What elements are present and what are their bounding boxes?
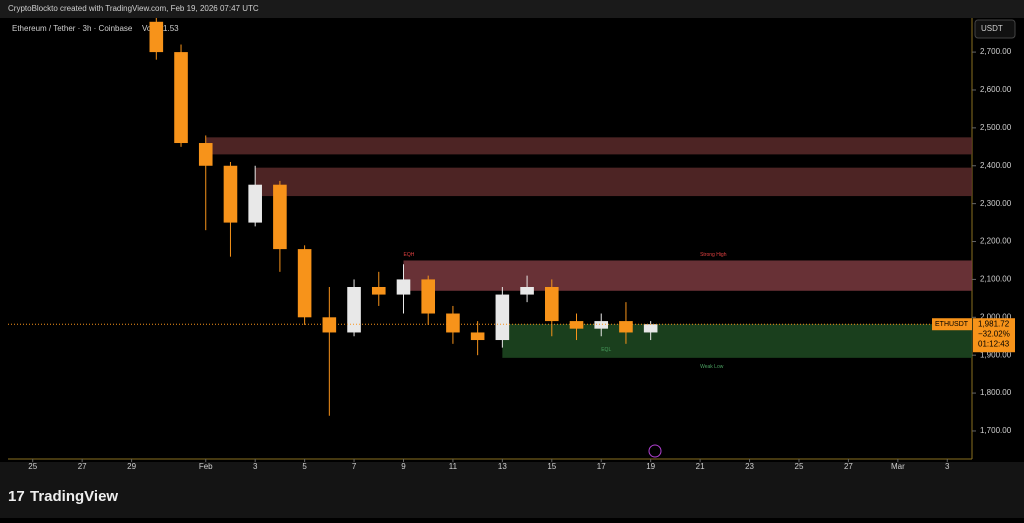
x-tick-label: 13 <box>498 462 507 471</box>
candle-body <box>198 143 213 166</box>
candle-body <box>396 279 411 295</box>
y-tick-label: 2,700.00 <box>980 47 1012 56</box>
footer-bar <box>0 462 1024 518</box>
candle-body <box>643 324 658 333</box>
x-tick-label: Mar <box>891 462 905 471</box>
x-tick-label: 27 <box>78 462 87 471</box>
candle-body <box>520 286 534 295</box>
footer-logo: TradingView <box>30 488 118 505</box>
x-tick-label: 15 <box>547 462 556 471</box>
footer-icon: 17 <box>8 488 25 505</box>
currency: USDT <box>981 24 1003 33</box>
y-tick-label: 1,700.00 <box>980 426 1012 435</box>
countdown: 01:12:43 <box>978 339 1010 348</box>
candle-body <box>544 286 559 322</box>
candle-body <box>470 332 485 341</box>
candle-body <box>149 21 164 53</box>
candle-body <box>371 286 386 295</box>
x-tick-label: 3 <box>253 462 258 471</box>
top-bar <box>0 0 1024 18</box>
x-tick-label: 19 <box>646 462 655 471</box>
chart-title: Ethereum / Tether · 3h · Coinbase <box>12 24 133 33</box>
x-tick-label: 21 <box>696 462 705 471</box>
y-tick-label: 1,800.00 <box>980 388 1012 397</box>
y-tick-label: 2,400.00 <box>980 161 1012 170</box>
x-tick-label: 17 <box>597 462 606 471</box>
zone <box>205 137 972 155</box>
y-tick-label: 2,500.00 <box>980 123 1012 132</box>
x-tick-label: Feb <box>199 462 213 471</box>
currency-box <box>974 19 1016 39</box>
annotation: EQH <box>403 252 414 258</box>
credit: CryptoBlockto created with TradingView.c… <box>8 4 259 13</box>
y-tick-label: 2,100.00 <box>980 275 1012 284</box>
last-change: −32.02% <box>978 329 1010 338</box>
x-tick-label: 5 <box>302 462 307 471</box>
x-tick-label: 23 <box>745 462 754 471</box>
candle-body <box>594 321 609 329</box>
symbol-box <box>932 318 972 331</box>
y-tick-label: 2,000.00 <box>980 312 1012 321</box>
x-tick-label: 25 <box>795 462 804 471</box>
candle-body <box>174 52 188 144</box>
candle-body <box>248 184 262 223</box>
candle-body <box>273 184 287 250</box>
x-tick-label: 9 <box>401 462 406 471</box>
candle-body <box>619 321 633 333</box>
x-tick-label: 25 <box>28 462 37 471</box>
y-tick-label: 2,300.00 <box>980 199 1012 208</box>
candle-body <box>446 313 460 333</box>
candle-body <box>297 249 312 318</box>
plot: EQH Strong High EQL Weak Low <box>149 18 972 416</box>
x-tick-label: 3 <box>945 462 950 471</box>
annotation: EQL <box>601 347 611 353</box>
zone <box>403 260 972 291</box>
x-tick-label: 7 <box>352 462 357 471</box>
x-tick-label: 27 <box>844 462 853 471</box>
y-tick-label: 2,200.00 <box>980 237 1012 246</box>
candle-body <box>421 279 436 314</box>
candle-body <box>495 294 510 341</box>
annotation: Strong High <box>700 252 727 258</box>
candle-body <box>569 321 584 329</box>
zone <box>502 324 972 358</box>
y-tick-label: 2,600.00 <box>980 85 1012 94</box>
zone <box>255 167 972 197</box>
last-price: 1,981.72 <box>978 319 1010 328</box>
annotation: Weak Low <box>700 364 724 370</box>
x-tick-label: 29 <box>127 462 136 471</box>
candle-body <box>223 165 238 223</box>
candle-body <box>347 286 361 333</box>
y-tick-label: 1,900.00 <box>980 350 1012 359</box>
candle-body <box>322 317 337 333</box>
price-box <box>973 318 1015 353</box>
event-icon[interactable] <box>648 444 662 458</box>
x-tick-label: 11 <box>449 462 458 471</box>
symbol-label: ETHUSDT <box>935 321 969 328</box>
